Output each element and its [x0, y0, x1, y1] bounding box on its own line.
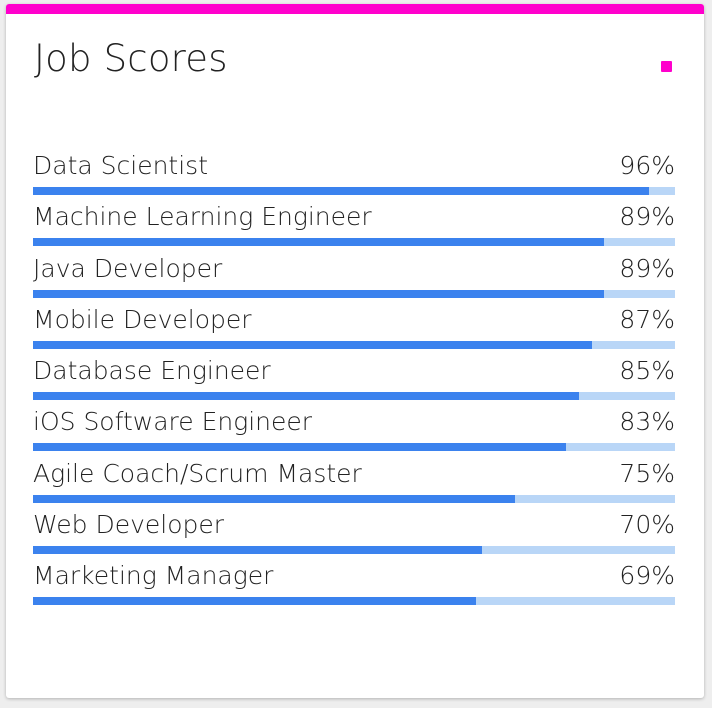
job-label: Machine Learning Engineer [33, 202, 372, 232]
score-bar-track [33, 494, 675, 503]
job-percent: 75% [619, 458, 675, 488]
job-percent: 70% [619, 510, 675, 540]
job-row: Java Developer 89% [33, 253, 675, 304]
job-row: Mobile Developer 87% [33, 304, 675, 355]
score-bar-track [33, 289, 675, 298]
job-percent: 96% [619, 151, 675, 180]
job-label: Mobile Developer [33, 304, 252, 334]
job-label: Agile Coach/Scrum Master [33, 458, 362, 488]
job-row: Data Scientist 96% [33, 150, 675, 201]
score-bar-track [33, 597, 675, 606]
score-bar-fill [33, 340, 592, 349]
job-label: Java Developer [33, 253, 223, 283]
job-row: Agile Coach/Scrum Master 75% [33, 458, 675, 509]
score-bar-track [33, 546, 675, 555]
job-row: iOS Software Engineer 83% [33, 406, 675, 457]
score-bar-track [33, 340, 675, 349]
score-bar-track [33, 187, 675, 195]
score-bar-fill [33, 443, 566, 452]
job-percent: 89% [619, 202, 675, 232]
job-percent: 85% [619, 356, 675, 386]
score-bar-fill [33, 494, 515, 503]
job-percent: 87% [619, 304, 675, 334]
score-bar-fill [33, 187, 650, 195]
card-menu-icon[interactable] [661, 61, 672, 72]
score-bar-track [33, 443, 675, 452]
job-label: Database Engineer [33, 356, 271, 386]
job-label: Web Developer [33, 510, 225, 540]
score-bar-fill [33, 546, 483, 555]
score-bar-fill [33, 289, 605, 298]
job-percent: 69% [619, 561, 675, 591]
job-label: iOS Software Engineer [33, 407, 313, 437]
job-row: Marketing Manager 69% [33, 560, 675, 611]
job-percent: 89% [619, 253, 675, 283]
job-percent: 83% [619, 407, 675, 437]
card-title: Job Scores [34, 37, 228, 80]
job-row: Database Engineer 85% [33, 355, 675, 406]
job-score-list: Data Scientist 96% Machine Learning Engi… [33, 150, 675, 612]
job-scores-card: Job Scores Data Scientist 96% Machine Le… [6, 4, 704, 698]
score-bar-fill [33, 392, 579, 401]
job-label: Marketing Manager [33, 561, 274, 591]
score-bar-fill [33, 238, 605, 247]
job-label: Data Scientist [33, 151, 208, 180]
score-bar-track [33, 238, 675, 247]
score-bar-fill [33, 597, 476, 606]
card-accent-bar [6, 4, 704, 14]
job-row: Web Developer 70% [33, 509, 675, 560]
job-row: Machine Learning Engineer 89% [33, 201, 675, 252]
score-bar-track [33, 392, 675, 401]
